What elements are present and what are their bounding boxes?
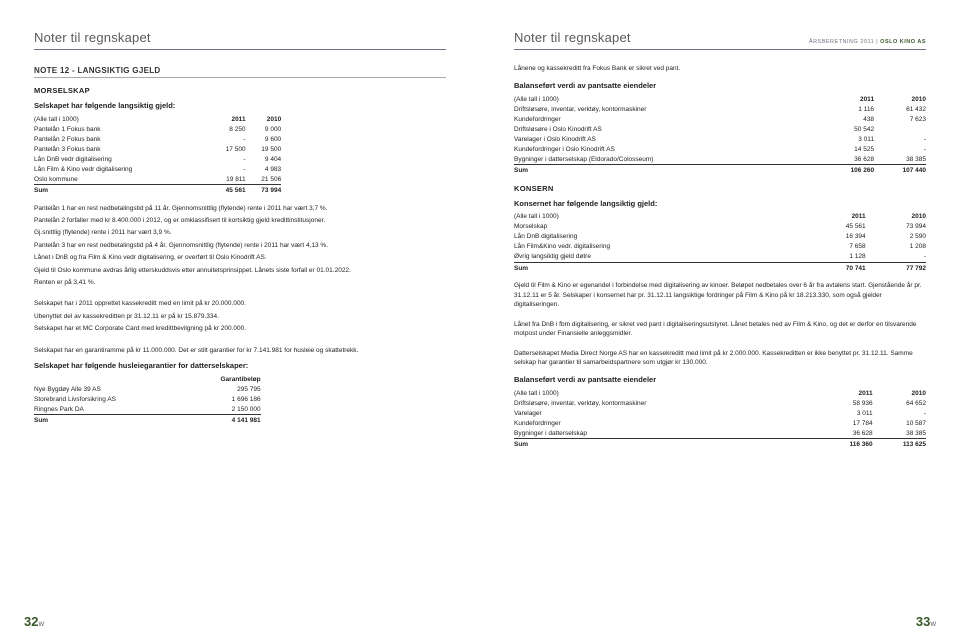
intro: Lånene og kassekreditt fra Fokus Bank er… xyxy=(514,64,926,73)
konsern-heading: KONSERN xyxy=(514,184,926,193)
para: Datterselskapet Media Direct Norge AS ha… xyxy=(514,349,926,368)
right-header: Noter til regnskapet ÅRSBERETNING 2011 |… xyxy=(514,28,926,50)
right-sub2: Konsernet har følgende langsiktig gjeld: xyxy=(514,199,926,208)
para: Pantelån 2 forfaller med kr 8.400.000 i … xyxy=(34,216,446,225)
right-sub3: Balanseført verdi av pantsatte eiendeler xyxy=(514,375,926,384)
right-header-meta: ÅRSBERETNING 2011 | OSLO KINO AS xyxy=(809,39,926,45)
para: Ubenyttet del av kassekreditten pr 31.12… xyxy=(34,312,446,321)
left-sub1: Selskapet har følgende langsiktig gjeld: xyxy=(34,101,446,110)
left-header-title: Noter til regnskapet xyxy=(34,30,151,45)
para: Gj.snittlig (flytende) rente i 2011 har … xyxy=(34,228,446,237)
right-header-title: Noter til regnskapet xyxy=(514,30,631,45)
right-pagenum: 33W xyxy=(916,614,936,629)
para: Selskapet har en garantiramme på kr 11.0… xyxy=(34,346,446,355)
left-pagenum: 32W xyxy=(24,614,44,629)
right-table-1: (Alle tall i 1000) 2011 2010 Driftsløsør… xyxy=(514,94,926,176)
para: Pantelån 1 har en rest nedbetalingstid p… xyxy=(34,204,446,213)
morselskap-heading: MORSELSKAP xyxy=(34,86,446,95)
right-sub1: Balanseført verdi av pantsatte eiendeler xyxy=(514,81,926,90)
para: Selskapet har i 2011 opprettet kassekred… xyxy=(34,299,446,308)
left-header: Noter til regnskapet xyxy=(34,28,446,50)
left-page: Noter til regnskapet NOTE 12 - LANGSIKTI… xyxy=(0,0,480,641)
note-title: NOTE 12 - LANGSIKTIG GJELD xyxy=(34,64,446,78)
para: Pantelån 3 har en rest nedbetalingstid p… xyxy=(34,241,446,250)
para: Gjeld til Film & Kino er egenandel i for… xyxy=(514,281,926,309)
para: Renten er på 3,41 %. xyxy=(34,278,446,287)
para: Selskapet har et MC Corporate Card med k… xyxy=(34,324,446,333)
guarantee-table: Garantibeløp Nye Bygdøy Alle 39 AS295 79… xyxy=(34,374,261,426)
right-page: Noter til regnskapet ÅRSBERETNING 2011 |… xyxy=(480,0,960,641)
left-sub2: Selskapet har følgende husleiegarantier … xyxy=(34,361,446,370)
right-table-2: (Alle tall i 1000) 2011 2010 Morselskap4… xyxy=(514,212,926,274)
left-table-1: (Alle tall i 1000) 2011 2010 Pantelån 1 … xyxy=(34,114,281,196)
para: Lånet fra DnB i fbm digitalisering, er s… xyxy=(514,320,926,339)
right-table-3: (Alle tall i 1000) 2011 2010 Driftsløsør… xyxy=(514,388,926,450)
para: Gjeld til Oslo kommune avdras årlig ette… xyxy=(34,266,446,275)
para: Lånet i DnB og fra Film & Kino vedr digi… xyxy=(34,253,446,262)
